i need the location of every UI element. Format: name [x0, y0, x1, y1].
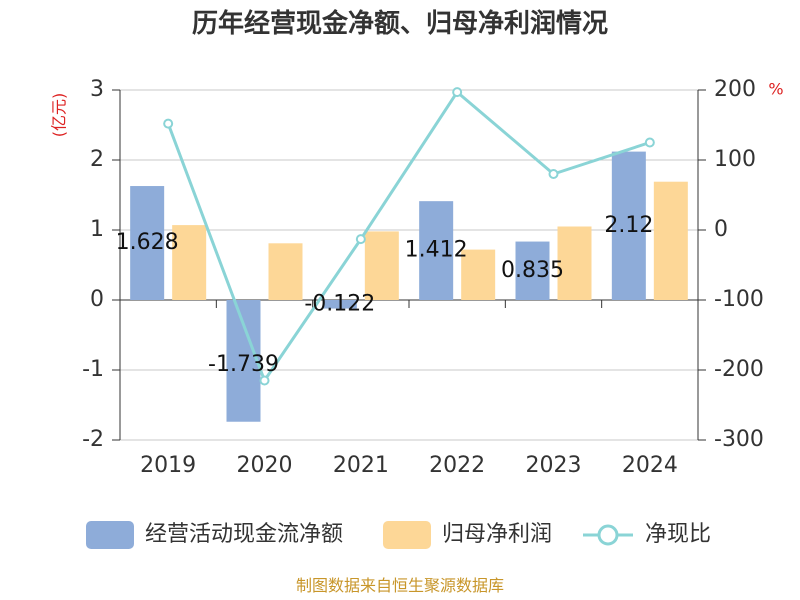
bar-cashflow[interactable]	[130, 186, 165, 300]
bar-net-profit[interactable]	[268, 243, 303, 300]
ratio-point[interactable]	[259, 375, 270, 386]
x-axis-labels: 2019 2020 2021 2022 2023 2024	[140, 453, 678, 478]
bar-data-label: 1.628	[116, 230, 179, 255]
left-axis-unit: (亿元)	[50, 93, 69, 138]
bar-net-profit[interactable]	[364, 231, 399, 300]
bar-net-profit[interactable]	[653, 181, 688, 300]
legend-swatch-cashflow[interactable]	[86, 521, 134, 549]
gridlines	[120, 89, 698, 441]
legend-swatch-net-profit[interactable]	[383, 521, 431, 549]
ratio-point[interactable]	[548, 169, 559, 179]
left-tick-label: 1	[90, 217, 104, 242]
bar-cashflow[interactable]	[419, 201, 454, 300]
chart-title: 历年经营现金净额、归母净利润情况	[192, 8, 608, 39]
right-axis-unit: %	[768, 80, 783, 99]
x-tick-label: 2019	[140, 453, 196, 478]
x-tick-label: 2021	[333, 453, 389, 478]
ratio-point[interactable]	[163, 118, 174, 129]
x-tick-label: 2022	[429, 453, 485, 478]
axes	[119, 90, 699, 440]
bar-data-label: 1.412	[405, 238, 468, 263]
bar-cashflow[interactable]	[322, 300, 357, 309]
right-tick-label: -200	[714, 357, 764, 382]
right-tick-label: 100	[714, 147, 756, 172]
legend-label-net-profit[interactable]: 归母净利润	[442, 522, 552, 547]
ratio-line	[166, 90, 651, 382]
x-tick-label: 2024	[622, 453, 678, 478]
left-axis-ticks: 3 2 1 0 -1 -2	[82, 77, 120, 452]
left-tick-label: 3	[90, 77, 104, 102]
right-tick-label: -100	[714, 287, 764, 312]
left-tick-label: 0	[90, 287, 104, 312]
ratio-point[interactable]	[355, 234, 366, 245]
source-note: 制图数据来自恒生聚源数据库	[296, 576, 504, 595]
left-tick-label: 2	[90, 147, 104, 172]
bar-data-label: 0.835	[501, 258, 564, 283]
bar-cashflow[interactable]	[515, 241, 550, 300]
legend-label-cashflow[interactable]: 经营活动现金流净额	[145, 522, 343, 547]
legend-label-ratio[interactable]: 净现比	[645, 522, 711, 547]
bar-net-profit[interactable]	[557, 226, 592, 301]
bar-data-label: -1.739	[208, 352, 279, 377]
left-tick-label: -1	[82, 357, 104, 382]
bar-cashflow[interactable]	[611, 151, 646, 300]
x-tick-label: 2023	[526, 453, 582, 478]
data-labels: 1.628 -1.739 -0.122 1.412 0.835 2.12	[116, 213, 654, 377]
bar-net-profit[interactable]	[461, 249, 496, 300]
left-tick-label: -2	[82, 427, 104, 452]
legend-swatch-ratio-marker[interactable]	[597, 524, 619, 546]
legend: 经营活动现金流净额 归母净利润 净现比	[86, 521, 711, 549]
right-tick-label: 0	[714, 217, 728, 242]
bars-layer	[130, 151, 688, 422]
x-tick-label: 2020	[237, 453, 293, 478]
right-tick-label: 200	[714, 77, 756, 102]
ratio-line-layer	[163, 87, 655, 386]
bar-data-label: 2.12	[604, 213, 653, 238]
right-tick-label: -300	[714, 427, 764, 452]
right-axis-ticks: 200 100 0 -100 -200 -300	[698, 77, 764, 452]
ratio-point[interactable]	[452, 87, 463, 98]
ratio-point[interactable]	[644, 137, 655, 148]
bar-data-label: -0.122	[304, 291, 375, 316]
bar-net-profit[interactable]	[172, 225, 207, 300]
